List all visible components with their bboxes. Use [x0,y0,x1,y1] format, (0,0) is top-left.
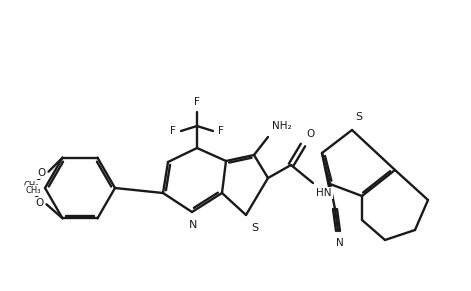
Text: HN: HN [316,188,332,198]
Text: NH₂: NH₂ [272,121,292,131]
Text: F: F [170,126,176,136]
Text: F: F [218,126,224,136]
Text: O: O [35,198,43,208]
Text: N: N [189,220,197,230]
Text: O: O [306,129,314,139]
Text: CH₃: CH₃ [24,181,39,190]
Text: S: S [251,223,258,233]
Text: S: S [355,112,362,122]
Text: F: F [194,97,200,107]
Text: N: N [336,238,344,248]
Text: CH₃: CH₃ [26,186,41,195]
Text: O: O [37,168,46,178]
